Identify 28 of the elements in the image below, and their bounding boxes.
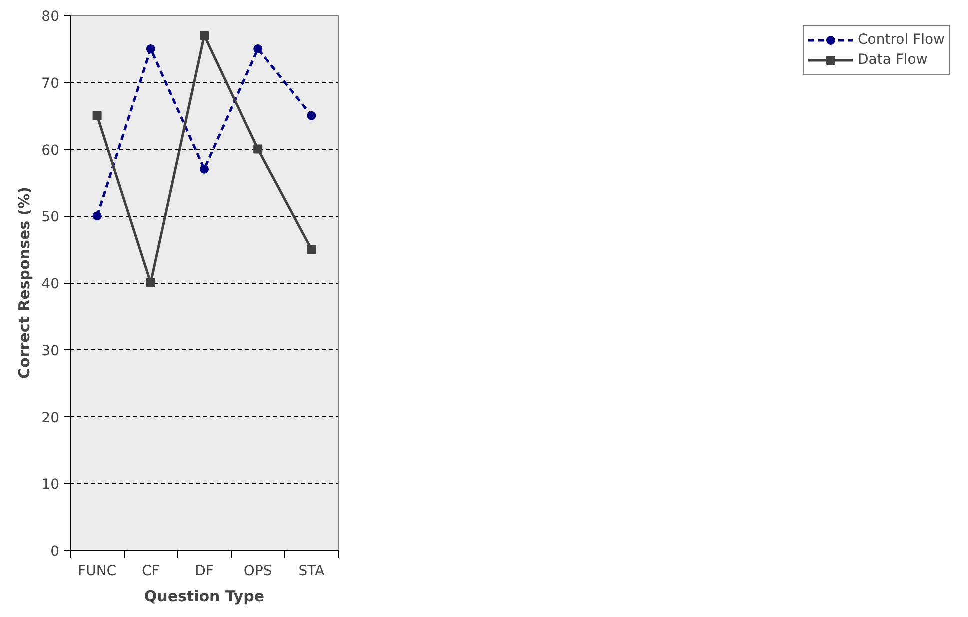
x-tick-label: CF	[142, 564, 160, 580]
point	[200, 31, 209, 40]
point	[146, 278, 156, 288]
legend-label: Control Flow	[858, 32, 945, 48]
legend-label: Data Flow	[858, 52, 928, 68]
y-tick-label: 70	[42, 76, 60, 92]
y-tick-label: 60	[42, 142, 60, 159]
y-axis-title: Correct Responses (%)	[16, 187, 34, 379]
y-tick-label: 20	[42, 410, 60, 426]
point	[307, 111, 316, 120]
point	[200, 164, 209, 174]
y-tick-label: 80	[42, 9, 60, 25]
y-tick-label: 30	[42, 343, 60, 360]
point	[146, 44, 156, 54]
x-axis-title: Question Type	[144, 588, 265, 606]
point	[254, 44, 263, 54]
x-tick-label: DF	[195, 564, 214, 580]
x-tick-label: OPS	[244, 564, 272, 580]
y-tick-label: 40	[42, 276, 60, 292]
point	[254, 144, 263, 154]
point	[92, 111, 102, 120]
y-tick-label: 50	[42, 210, 60, 226]
point	[92, 212, 102, 221]
x-tick-label: STA	[298, 564, 326, 580]
point	[307, 245, 316, 254]
y-tick-label: 10	[42, 477, 60, 494]
x-tick-label: FUNC	[78, 564, 117, 580]
y-tick-label: 0	[50, 544, 60, 560]
